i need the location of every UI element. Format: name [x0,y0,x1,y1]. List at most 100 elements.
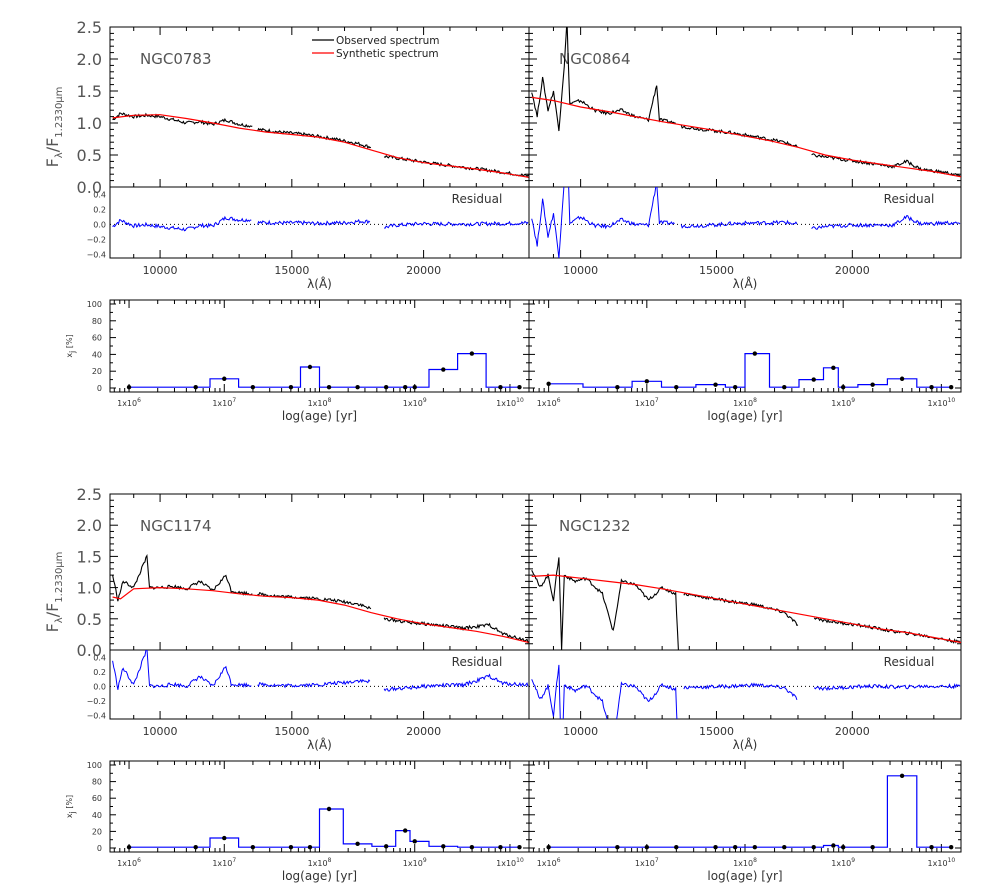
wavelength-tick-label: 20000 [835,725,870,738]
age-x-tick-base: 1x10 [733,399,753,408]
age-bin-point [517,844,522,850]
age-y-tick-label: 60 [92,334,102,343]
age-bin-point [412,839,417,844]
age-x-tick-exp: 9 [423,857,427,864]
age-bin-point [126,384,132,390]
age-x-tick-exp: 6 [557,857,561,864]
wavelength-axis-title: λ(Å) [733,737,758,752]
age-bin-point [615,844,620,850]
age-x-tick-base: 1x10 [831,399,851,408]
spectrum-y-axis-title-part: λ [54,617,65,623]
age-bin-point [355,384,360,390]
age-x-tick-exp: 9 [423,397,427,404]
age-x-tick-exp: 10 [516,397,524,404]
legend-label: Synthetic spectrum [336,48,439,60]
wavelength-tick-label: 15000 [699,264,734,277]
age-y-tick-label: 60 [92,794,102,803]
residual-y-tick-label: 0.4 [93,190,106,199]
age-bin-point [326,384,332,390]
residual-y-tick-label: 0.0 [93,682,106,691]
age-bin-point [307,844,313,850]
residual-line [257,678,371,689]
age-x-tick-label: 1x1010 [928,857,956,868]
age-x-tick-exp: 10 [948,857,956,864]
age-x-tick-base: 1x10 [537,399,557,408]
age-bin-point [870,844,875,850]
age-bin-point [929,384,934,390]
age-bin-point [403,828,408,833]
age-x-tick-label: 1x109 [403,397,427,408]
age-x-tick-base: 1x10 [403,399,423,408]
age-bin-point [383,844,389,849]
age-x-tick-label: 1x106 [117,397,141,408]
age-bin-point [469,844,475,850]
age-bin-point [752,844,758,850]
residual-line [531,187,675,258]
age-x-tick-label: 1x1010 [496,857,524,868]
age-bin-point [644,844,650,850]
age-bin-point [899,376,905,381]
age-bin-point [840,384,846,390]
spectrum-y-axis-title-part: F [43,623,62,632]
age-bin-point [644,379,650,384]
age-bin-point [250,384,256,390]
age-y-axis-title: xj [%] [65,795,77,818]
galaxy-name: NGC1174 [140,517,212,535]
residual-line [813,683,961,692]
residual-line [257,218,371,227]
age-y-tick-label: 40 [92,350,102,359]
age-y-axis-title-part: j [68,811,77,814]
wavelength-tick-label: 10000 [143,264,178,277]
age-bin-point [948,844,954,850]
age-x-tick-label: 1x106 [537,857,561,868]
residual-frame [528,649,962,720]
age-x-tick-base: 1x10 [635,859,655,868]
wavelength-tick-label: 15000 [274,725,309,738]
age-bin-point [498,844,503,850]
age-x-tick-exp: 9 [851,397,855,404]
age-x-tick-exp: 7 [232,857,236,864]
age-bin-point [441,844,446,849]
age-x-tick-exp: 8 [328,857,332,864]
age-y-tick-label: 80 [92,317,102,326]
residual-y-tick-label: 0.0 [93,220,106,229]
age-x-tick-base: 1x10 [496,859,516,868]
synthetic-spectrum-line [531,96,961,178]
residual-y-tick-label: −0.2 [87,235,106,244]
age-y-axis-title-part: [%] [65,334,74,350]
age-y-tick-label: 100 [87,761,102,770]
observed-spectrum-line [811,153,961,177]
age-bin-point [222,376,227,381]
age-x-tick-exp: 10 [948,397,956,404]
age-bin-point [222,835,227,841]
spectrum-y-tick-label: 1.0 [77,579,102,598]
age-x-tick-base: 1x10 [308,859,328,868]
age-x-tick-base: 1x10 [928,859,948,868]
age-x-tick-base: 1x10 [212,399,232,408]
age-bin-point [674,384,679,390]
age-bin-point [870,382,875,387]
age-bin-point [193,844,198,850]
age-x-tick-base: 1x10 [496,399,516,408]
synthetic-spectrum-line [112,586,529,644]
observed-spectrum-line [531,557,679,650]
residual-label: Residual [452,655,503,669]
age-bin-point [469,351,475,356]
age-y-axis-title-part: x [65,353,74,358]
age-bin-point [831,843,836,848]
age-bin-point [288,384,294,390]
age-x-tick-exp: 7 [232,397,236,404]
age-x-tick-base: 1x10 [733,859,753,868]
age-histogram [129,353,520,388]
age-x-tick-base: 1x10 [212,859,232,868]
observed-spectrum-line [112,554,253,602]
spectrum-y-tick-label: 0.0 [77,178,102,197]
wavelength-tick-label: 20000 [406,725,441,738]
age-y-axis-title-part: [%] [65,795,74,811]
spectrum-y-axis-title: Fλ/F1.2330μm [43,552,65,633]
age-histogram [129,808,520,848]
age-x-tick-base: 1x10 [831,859,851,868]
age-bin-point [546,381,551,386]
age-x-tick-base: 1x10 [308,399,328,408]
age-y-tick-label: 20 [92,827,102,836]
